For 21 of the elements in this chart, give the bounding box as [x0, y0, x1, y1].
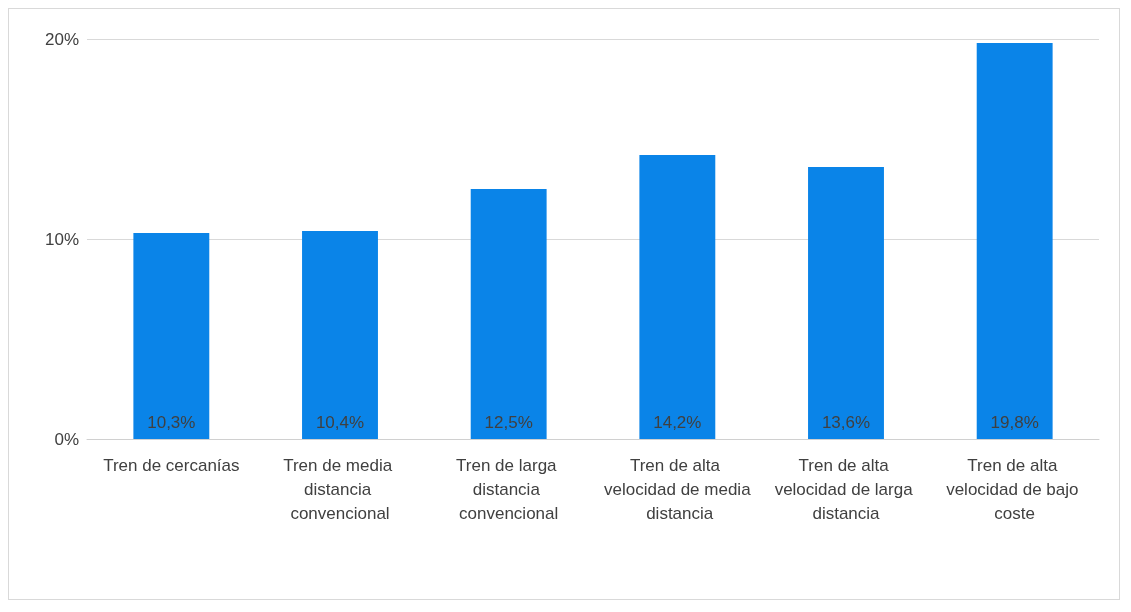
- x-tick-label: Tren de larga distancia convencional: [456, 455, 562, 523]
- bar: [808, 167, 884, 439]
- x-tick-label: Tren de alta velocidad de larga distancia: [774, 455, 918, 523]
- x-tick-label: Tren de media distancia convencional: [283, 455, 397, 523]
- y-tick-label: 10%: [44, 229, 79, 249]
- bar: [470, 189, 547, 439]
- bar: [302, 231, 378, 439]
- data-label: 10,3%: [147, 413, 196, 432]
- bar: [639, 155, 716, 439]
- y-tick-label: 20%: [44, 29, 79, 49]
- data-label: 19,8%: [990, 413, 1039, 432]
- x-tick-label: Tren de cercanías: [103, 455, 240, 475]
- bar: [133, 233, 210, 439]
- data-label: 14,2%: [653, 413, 702, 432]
- x-tick-label: Tren de alta velocidad de bajo coste: [946, 455, 1084, 523]
- x-tick-label: Tren de alta velocidad de media distancia: [604, 455, 752, 523]
- data-label: 10,4%: [315, 413, 365, 432]
- data-label: 13,6%: [821, 413, 871, 432]
- data-label: 12,5%: [484, 413, 533, 432]
- bar: [976, 43, 1053, 439]
- y-tick-label: 0%: [54, 429, 79, 449]
